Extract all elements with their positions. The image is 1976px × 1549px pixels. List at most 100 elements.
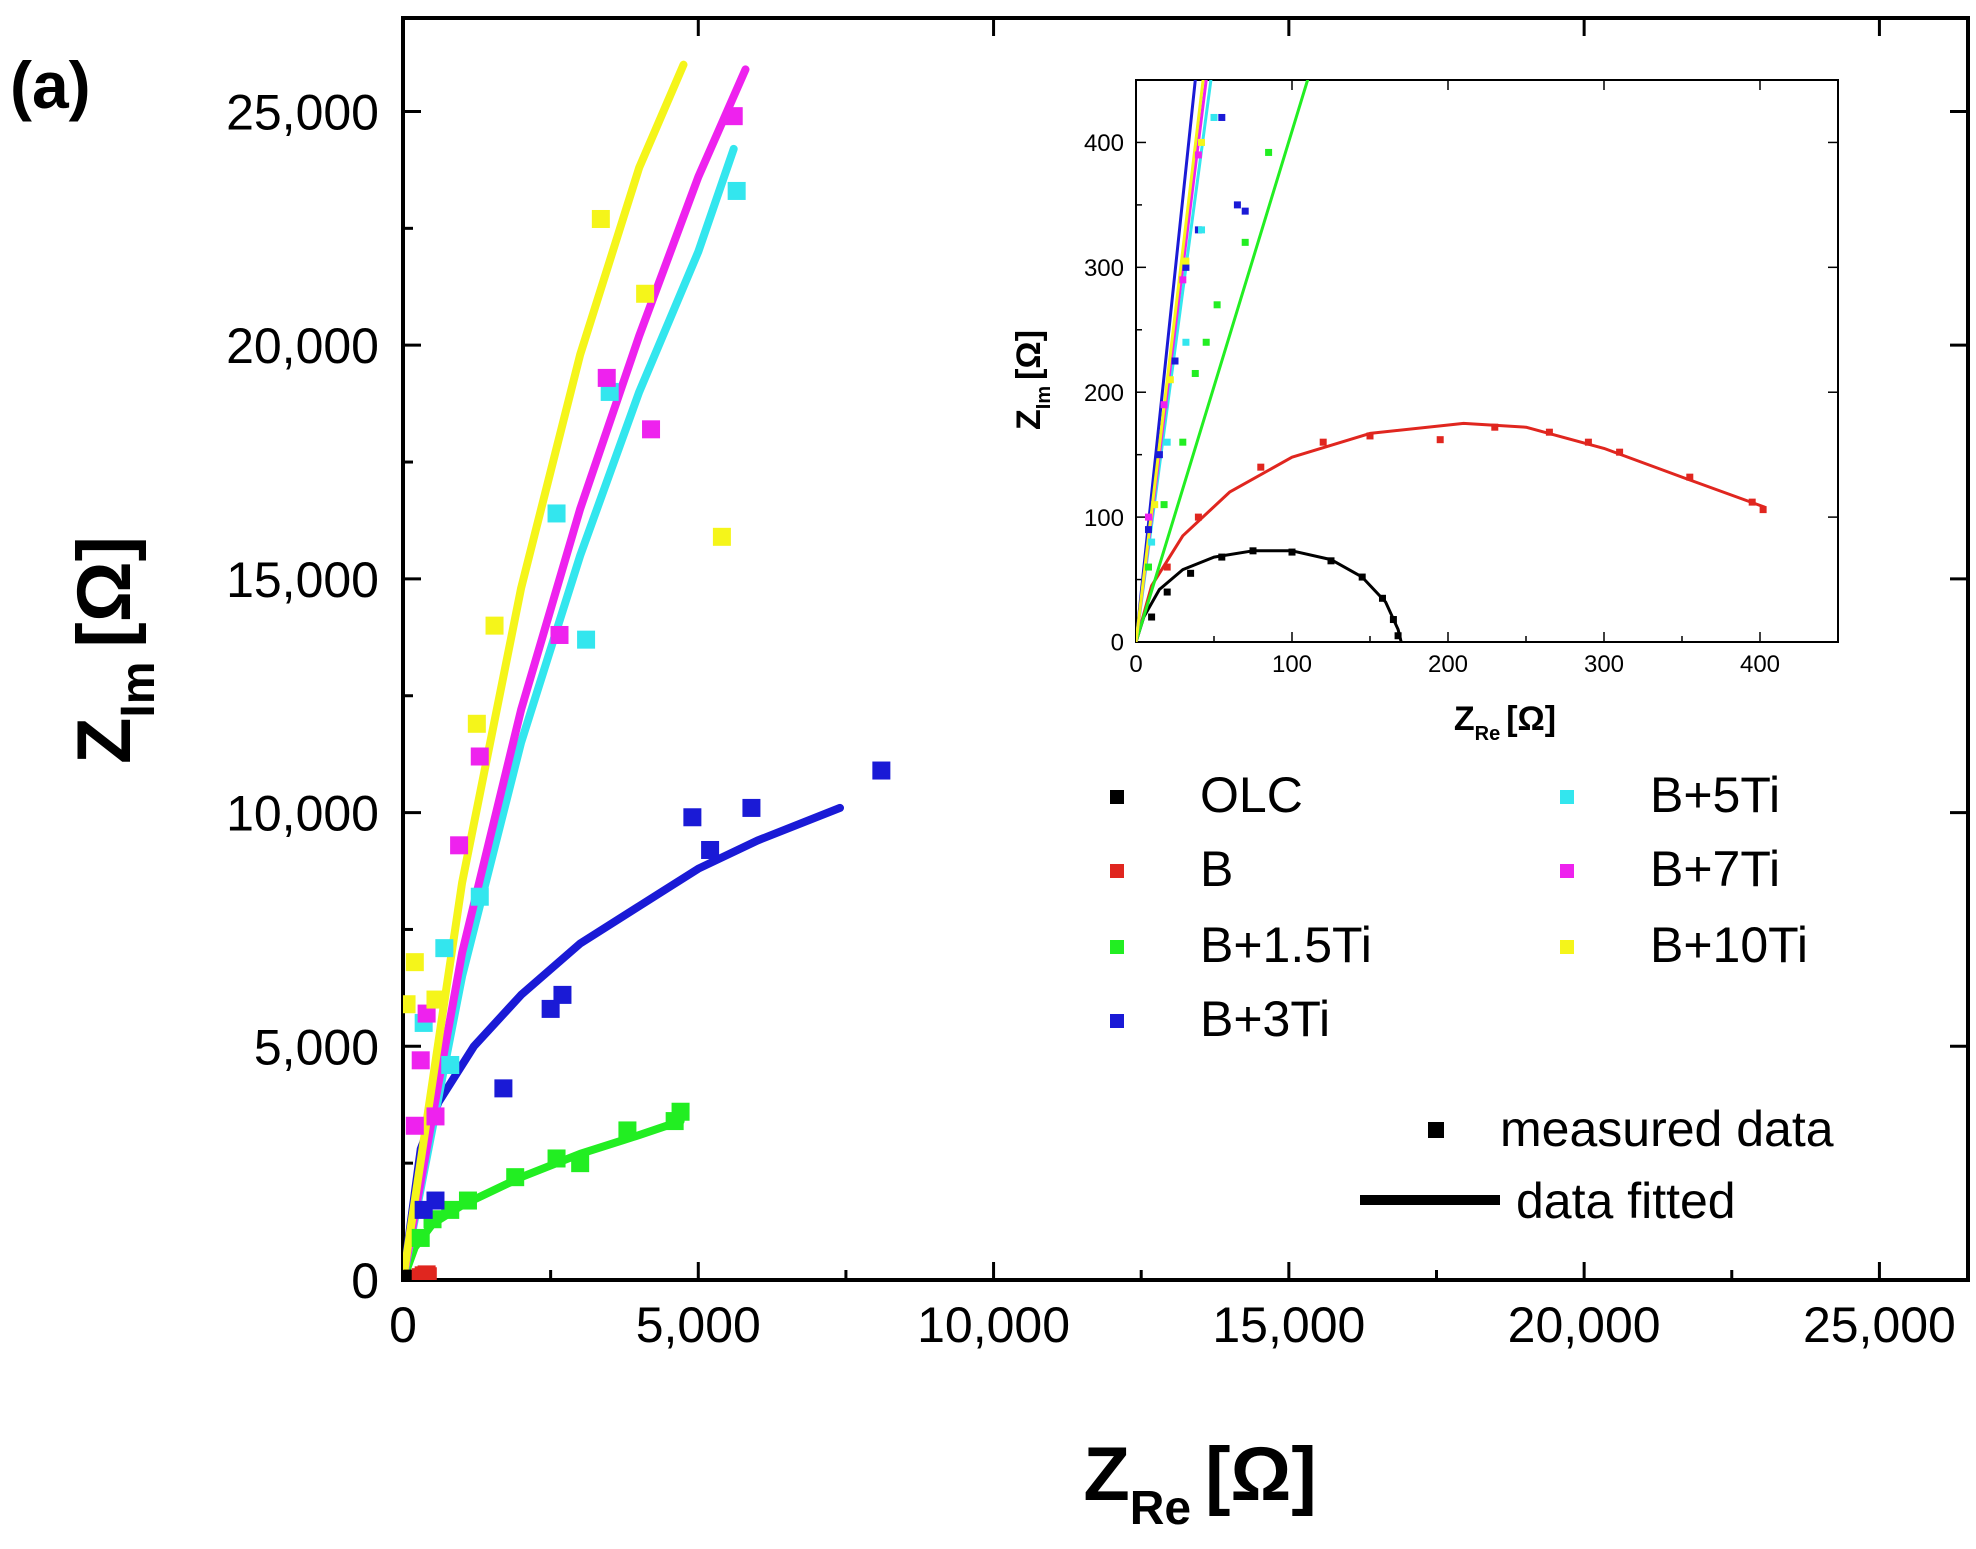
main-axes: 0 5,000 10,000 15,000 20,000 25,000 0 5,000 10,0… (226, 18, 1968, 1353)
main-x-tick-label: 20,000 (1508, 1297, 1661, 1353)
inset-point-b-1-5ti (1213, 301, 1221, 309)
inset-point-b-3ti (1233, 201, 1241, 209)
legend-label-b-1-5ti: B+1.5Ti (1200, 917, 1372, 973)
legend-marker-b-10ti (1560, 940, 1574, 954)
inset-fit-line-b-1-5ti (1136, 80, 1310, 642)
inset-point-b (1616, 448, 1624, 456)
main-y-axis-label: ZIm [Ω] (62, 536, 165, 764)
legend-label-b-7ti: B+7Ti (1650, 841, 1780, 897)
inset-point-b-1-5ti (1265, 148, 1273, 156)
main-x-tick-label: 0 (389, 1297, 417, 1353)
inset-plot-frame (1135, 79, 1839, 643)
main-point-b-1-5ti (411, 1228, 430, 1247)
inset-point-b-5ti (1182, 338, 1190, 346)
inset-point-b-5ti (1163, 438, 1171, 446)
inset-point-b-5ti (1198, 226, 1206, 234)
inset-point-b-3ti (1144, 526, 1152, 534)
legend-marker-b-5ti (1560, 790, 1574, 804)
main-point-b-5ti (600, 382, 619, 401)
inset-y-tick-label: 300 (1084, 255, 1124, 282)
main-x-tick-label: 25,000 (1803, 1297, 1956, 1353)
main-measured-points (403, 107, 891, 1280)
inset-point-b (1366, 432, 1374, 440)
main-y-tick-label: 15,000 (226, 552, 379, 608)
inset-point-olc (1327, 557, 1335, 565)
inset-point-b-1-5ti (1144, 563, 1152, 571)
inset-point-olc (1249, 547, 1257, 555)
inset-point-olc (1148, 613, 1156, 621)
main-y-axis-label-sub: Im (112, 662, 165, 718)
inset-point-b-1-5ti (1241, 238, 1249, 246)
main-point-b-3ti (494, 1079, 513, 1098)
inset-point-olc (1389, 616, 1397, 624)
main-point-b-3ti (426, 1191, 445, 1210)
inset-point-b-10ti (1198, 138, 1206, 146)
inset-point-b (1257, 463, 1265, 471)
inset-point-b-3ti (1171, 357, 1179, 365)
inset-point-olc (1378, 594, 1386, 602)
main-point-b-10ti (485, 616, 504, 635)
inset-point-b (1319, 438, 1327, 446)
inset-point-b (1686, 473, 1694, 481)
main-plot: 0 5,000 10,000 15,000 20,000 25,000 0 5,000 10,0… (62, 16, 1970, 1535)
legend-marker-b-7ti (1560, 864, 1574, 878)
inset-point-b-7ti (1194, 151, 1202, 159)
legend-label-b: B (1200, 841, 1233, 897)
main-point-b (418, 1267, 437, 1280)
measured-data-key-label: measured data (1500, 1101, 1834, 1157)
main-y-axis-label-unit: [Ω] (62, 536, 147, 648)
inset-x-tick-label: 300 (1584, 651, 1624, 678)
main-point-b-3ti (742, 798, 761, 817)
main-point-b-5ti (577, 630, 596, 649)
main-point-b-1-5ti (547, 1149, 566, 1168)
main-point-b-10ti (591, 209, 610, 228)
inset-point-b-10ti (1151, 501, 1159, 509)
inset-point-b-7ti (1144, 513, 1152, 521)
inset-point-b-5ti (1148, 538, 1156, 546)
legend-type-keys: measured data data fitted (1360, 1101, 1834, 1229)
inset-y-axis-label-unit: [Ω] (1010, 330, 1048, 380)
inset-point-b-3ti (1182, 263, 1190, 271)
inset-point-olc (1187, 569, 1195, 577)
inset-x-axis-label-sub: Re (1475, 723, 1501, 745)
legend-marker-olc (1110, 790, 1124, 804)
inset-point-olc (1163, 588, 1171, 596)
main-point-b-5ti (435, 939, 454, 958)
inset-point-b-1-5ti (1160, 501, 1168, 509)
main-point-b-3ti (683, 808, 702, 827)
inset-point-b-1-5ti (1202, 338, 1210, 346)
main-point-b-5ti (470, 887, 489, 906)
inset-point-olc (1394, 632, 1402, 640)
main-point-b-7ti (405, 1116, 424, 1135)
main-point-b-3ti (541, 999, 560, 1018)
inset-point-b-3ti (1155, 451, 1163, 459)
main-fit-line-b-7ti (403, 65, 750, 1280)
inset-point-b-1-5ti (1179, 438, 1187, 446)
inset-point-b-5ti (1210, 113, 1218, 121)
measured-data-key-marker (1428, 1122, 1444, 1138)
inset-y-axis-label: ZIm [Ω] (1010, 330, 1055, 430)
main-plot-frame (401, 16, 1970, 1282)
main-y-tick-label: 10,000 (226, 786, 379, 842)
legend-label-b-5ti: B+5Ti (1650, 767, 1780, 823)
inset-point-b (1491, 423, 1499, 431)
inset-y-axis-label-main: Z (1010, 409, 1048, 430)
legend-marker-b-1-5ti (1110, 940, 1124, 954)
inset-fit-line-olc (1136, 549, 1403, 642)
inset-y-tick-label: 400 (1084, 130, 1124, 157)
main-point-b-7ti (597, 368, 616, 387)
main-x-axis-label: ZRe [Ω] (1083, 1432, 1316, 1535)
inset-point-b-7ti (1160, 401, 1168, 409)
inset-point-b-10ti (1166, 376, 1174, 384)
main-point-b-1-5ti (571, 1154, 590, 1173)
inset-x-axis-label: ZRe [Ω] (1454, 700, 1556, 745)
inset-y-tick-label: 0 (1111, 630, 1124, 657)
inset-y-axis-label-sub: Im (1033, 386, 1055, 409)
main-fit-line-b-5ti (403, 144, 738, 1280)
inset-point-b-10ti (1182, 257, 1190, 265)
inset-point-b-3ti (1218, 113, 1226, 121)
main-x-tick-label: 5,000 (636, 1297, 761, 1353)
main-point-b-5ti (727, 181, 746, 200)
main-point-b-10ti (405, 953, 424, 972)
